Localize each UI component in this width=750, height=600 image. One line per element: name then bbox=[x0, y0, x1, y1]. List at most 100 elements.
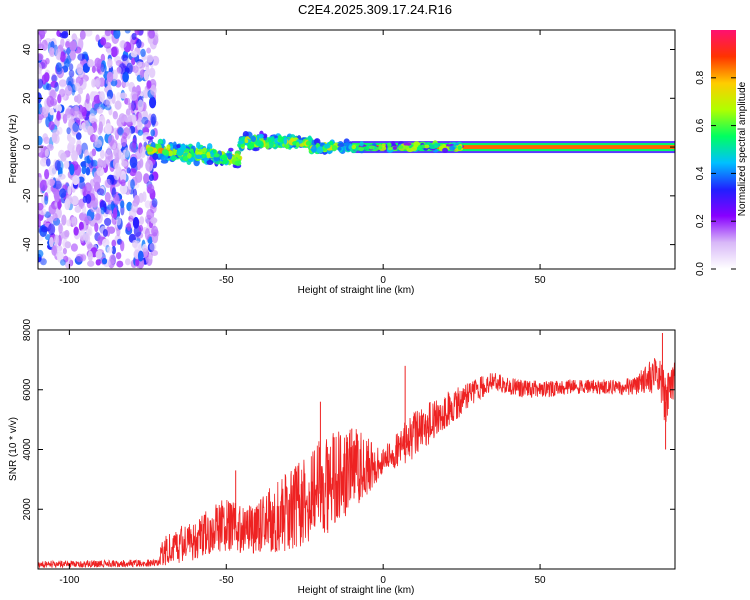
spectrogram-noise-blob bbox=[123, 147, 130, 158]
spectrogram-noise-blob bbox=[47, 223, 56, 236]
spectrogram-onset-blob bbox=[161, 149, 169, 156]
spectrogram-noise-blob bbox=[68, 63, 74, 71]
snr-ticks: -100 -50 0 50 2000 4000 6000 8000 bbox=[22, 318, 675, 586]
spectrogram-noise-blob bbox=[119, 92, 128, 99]
spectrogram-noise-blob bbox=[73, 226, 79, 236]
spectrogram-onset-blob bbox=[176, 144, 181, 149]
spectrogram-noise-blob bbox=[85, 167, 91, 176]
spectrogram-noise-blob bbox=[122, 71, 129, 83]
spectrogram-noise-blob bbox=[67, 185, 72, 195]
spectrogram-noise-blob bbox=[150, 85, 157, 96]
colorbar-tick-label: 0.0 bbox=[695, 262, 706, 276]
spectrogram-onset-blob bbox=[206, 151, 211, 159]
spectrogram-noise-blob bbox=[107, 134, 115, 147]
spectrogram-noise-blob bbox=[96, 167, 105, 177]
spectrogram-noise-blob bbox=[119, 40, 127, 49]
spectrogram-noise-blob bbox=[58, 222, 63, 234]
colorbar-tick-label: 0.6 bbox=[695, 118, 706, 132]
spectrogram-noise-blob bbox=[77, 53, 86, 61]
spectrogram-noise-blob bbox=[38, 34, 41, 45]
spectrogram-noise-blob bbox=[76, 63, 83, 75]
spectrogram-onset-blob bbox=[195, 154, 203, 160]
spectrogram-noise-blob bbox=[72, 178, 79, 186]
spectrogram-noise-blob bbox=[122, 132, 128, 139]
spectrogram-onset-blob bbox=[146, 136, 154, 140]
spectrogram-noise-blob bbox=[140, 48, 146, 58]
spectrogram-noise-blob bbox=[49, 107, 55, 116]
spectrogram-onset-blob bbox=[213, 153, 220, 158]
spectrogram-onset-blob bbox=[307, 135, 312, 141]
spectrogram-noise-blob bbox=[144, 200, 152, 209]
figure-title: C2E4.2025.309.17.24.R16 bbox=[298, 2, 452, 17]
spectrogram-noise-blob bbox=[44, 195, 49, 205]
spectrogram-noise-blob bbox=[104, 192, 111, 203]
colorbar-ticks: 0.0 0.2 0.4 0.6 0.8 bbox=[695, 70, 736, 276]
spectrogram-noise-blob bbox=[101, 257, 108, 265]
spectrogram-noise-blob bbox=[139, 69, 144, 79]
snr-ylabel: SNR (10 * v/v) bbox=[8, 417, 19, 481]
spectrogram-noise-blob bbox=[104, 217, 112, 226]
spectrogram-noise-blob bbox=[126, 222, 132, 232]
spectrogram-noise-blob bbox=[57, 173, 66, 180]
spectrogram-panel: -100 -50 0 50 -40 -20 0 20 40 Height of straight… bbox=[8, 29, 676, 296]
snr-ytick-label: 4000 bbox=[22, 438, 33, 461]
spectrogram-noise-blob bbox=[131, 57, 136, 66]
spectrogram-xtick-label: 0 bbox=[380, 275, 386, 286]
spectrogram-noise-blob bbox=[137, 99, 144, 112]
colorbar-tick-label: 0.4 bbox=[695, 166, 706, 180]
spectrogram-onset-blob bbox=[212, 149, 217, 154]
colorbar-bar bbox=[711, 30, 736, 269]
spectrogram-noise-blob bbox=[38, 113, 44, 121]
spectrogram-noise-blob bbox=[65, 40, 71, 49]
spectrogram-noise-blob bbox=[54, 81, 60, 92]
spectrogram-noise-blob bbox=[130, 50, 138, 58]
spectrogram-noise-blob bbox=[94, 222, 99, 233]
spectrogram-noise-blob bbox=[125, 97, 131, 106]
carrier-edge-blob bbox=[403, 142, 412, 146]
spectrogram-onset-blob bbox=[172, 148, 176, 156]
spectrogram-onset-blob bbox=[337, 146, 342, 151]
spectrogram-xtick-label: -50 bbox=[219, 275, 234, 286]
spectrogram-onset-blob bbox=[170, 155, 178, 161]
spectrogram-noise-blob bbox=[86, 184, 91, 192]
spectrogram-onset-blob bbox=[166, 144, 171, 151]
spectrogram-noise-blob bbox=[71, 83, 76, 96]
spectrogram-onset-blob bbox=[247, 142, 255, 150]
spectrogram-noise-blob bbox=[49, 236, 54, 248]
spectrogram-noise-blob bbox=[111, 46, 119, 57]
carrier-edge-blob bbox=[392, 146, 397, 150]
colorbar-tick-label: 0.8 bbox=[695, 70, 706, 84]
spectrogram-noise-blob bbox=[102, 160, 107, 169]
snr-ytick-label: 8000 bbox=[22, 318, 33, 341]
spectrogram-noise-blob bbox=[116, 92, 121, 102]
spectrogram-noise-blob bbox=[48, 165, 57, 176]
spectrogram-noise-blob bbox=[97, 158, 103, 169]
spectrogram-noise-blob bbox=[102, 229, 108, 237]
spectrogram-frame bbox=[37, 29, 676, 270]
spectrogram-onset-blob bbox=[237, 140, 244, 145]
spectrogram-noise-blob bbox=[44, 168, 50, 180]
spectrogram-noise-blob bbox=[143, 70, 149, 81]
spectrogram-onset-blob bbox=[305, 141, 311, 146]
spectrogram-onset-blob bbox=[167, 150, 174, 157]
spectrogram-noise-blob bbox=[106, 71, 114, 83]
spectrogram-noise-blob bbox=[120, 200, 125, 209]
spectrogram-noise-blob bbox=[135, 257, 140, 267]
spectrogram-noise-blob bbox=[130, 178, 135, 190]
snr-xtick-label: 0 bbox=[380, 575, 386, 586]
spectrogram-noise-blob bbox=[50, 41, 55, 49]
spectrogram-onset-blob bbox=[187, 153, 192, 159]
spectrogram-noise-blob bbox=[146, 208, 155, 221]
spectrogram-onset-blob bbox=[244, 138, 249, 144]
spectrogram-noise-blob bbox=[138, 224, 144, 232]
spectrogram-noise-blob bbox=[136, 207, 144, 216]
spectrogram-noise-blob bbox=[89, 178, 95, 188]
snr-xtick-label: -50 bbox=[219, 575, 234, 586]
spectrogram-noise-blob bbox=[79, 30, 86, 40]
spectrogram-noise-blob bbox=[42, 105, 48, 115]
spectrogram-onset-blob bbox=[152, 153, 159, 161]
spectrogram-noise-blob bbox=[119, 170, 127, 183]
spectrogram-noise-blob bbox=[75, 110, 83, 121]
spectrogram-noise-blob bbox=[137, 250, 144, 262]
spectrogram-noise-blob bbox=[112, 193, 120, 205]
